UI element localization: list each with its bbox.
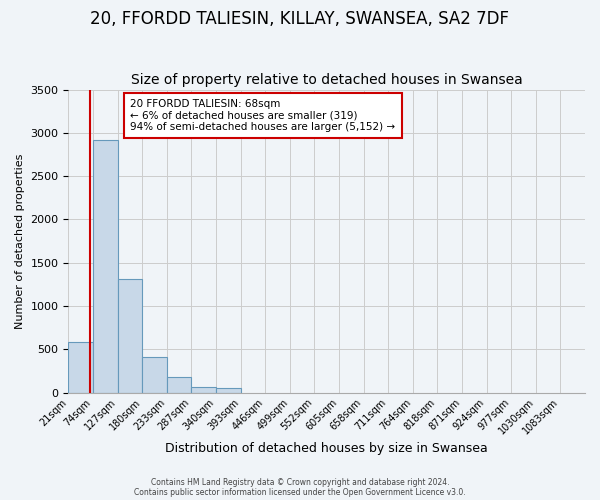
Text: 20 FFORDD TALIESIN: 68sqm
← 6% of detached houses are smaller (319)
94% of semi-: 20 FFORDD TALIESIN: 68sqm ← 6% of detach…: [130, 99, 395, 132]
Text: Contains HM Land Registry data © Crown copyright and database right 2024.
Contai: Contains HM Land Registry data © Crown c…: [134, 478, 466, 497]
Bar: [93, 140, 118, 392]
Bar: [142, 356, 167, 392]
Bar: [68, 342, 93, 392]
Bar: [118, 279, 142, 392]
Bar: [167, 378, 191, 392]
Text: 20, FFORDD TALIESIN, KILLAY, SWANSEA, SA2 7DF: 20, FFORDD TALIESIN, KILLAY, SWANSEA, SA…: [91, 10, 509, 28]
Y-axis label: Number of detached properties: Number of detached properties: [15, 154, 25, 328]
X-axis label: Distribution of detached houses by size in Swansea: Distribution of detached houses by size …: [166, 442, 488, 455]
Title: Size of property relative to detached houses in Swansea: Size of property relative to detached ho…: [131, 73, 523, 87]
Bar: [191, 387, 216, 392]
Bar: [216, 388, 241, 392]
